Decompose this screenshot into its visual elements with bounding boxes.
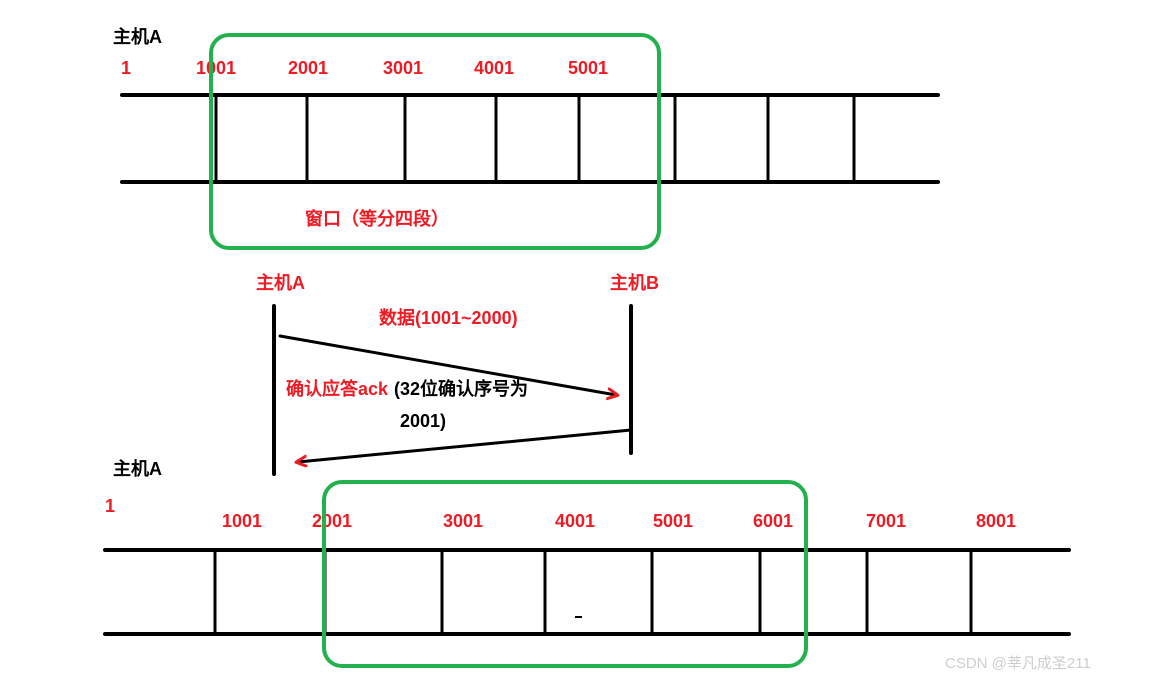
ack-arrow xyxy=(298,430,631,462)
top-seq-label: 5001 xyxy=(568,58,608,78)
bottom-window-rect xyxy=(324,482,806,666)
top-seq-label: 2001 xyxy=(288,58,328,78)
csdn-watermark: CSDN @莘凡成圣211 xyxy=(945,655,1091,672)
ack-label-black-1: (32位确认序号为 xyxy=(394,378,528,399)
bottom-buffer-strip: 主机A 1 1001 2001 3001 4001 5001 6001 7001 8001 xyxy=(105,458,1069,666)
bottom-host-a-label: 主机A xyxy=(113,458,162,479)
bottom-seq-label: 8001 xyxy=(976,511,1016,531)
bottom-seq-label: 5001 xyxy=(653,511,693,531)
ack-label-black-2: 2001) xyxy=(400,411,446,431)
bottom-seq-labels: 1001 2001 3001 4001 5001 6001 7001 8001 xyxy=(222,511,1016,531)
bottom-seq-label: 2001 xyxy=(312,511,352,531)
bottom-seq-1: 1 xyxy=(105,496,115,516)
top-buffer-strip: 主机A 1 1001 2001 3001 4001 5001 窗口（等分四段） xyxy=(113,26,938,248)
bottom-seq-label: 3001 xyxy=(443,511,483,531)
bottom-seq-label: 7001 xyxy=(866,511,906,531)
ack-label-red: 确认应答ack xyxy=(286,378,389,399)
top-host-a-label: 主机A xyxy=(113,26,162,47)
top-seq-labels: 1001 2001 3001 4001 5001 xyxy=(196,58,608,78)
data-segment-label: 数据(1001~2000) xyxy=(379,307,518,328)
top-seq-label: 1001 xyxy=(196,58,236,78)
top-seq-1: 1 xyxy=(121,58,131,78)
message-exchange: 主机A 主机B 数据(1001~2000) 确认应答ack (32位确认序号为 … xyxy=(256,272,659,474)
tcp-sliding-window-diagram: 主机A 1 1001 2001 3001 4001 5001 窗口（等分四段） 主机A … xyxy=(0,0,1160,683)
bottom-seq-label: 1001 xyxy=(222,511,262,531)
bottom-seq-label: 6001 xyxy=(753,511,793,531)
top-strip-dividers xyxy=(216,95,854,182)
exchange-host-a-label: 主机A xyxy=(256,272,305,293)
top-seq-label: 3001 xyxy=(383,58,423,78)
top-seq-label: 4001 xyxy=(474,58,514,78)
bottom-seq-label: 4001 xyxy=(555,511,595,531)
exchange-host-b-label: 主机B xyxy=(610,272,659,293)
window-caption: 窗口（等分四段） xyxy=(305,208,449,229)
bottom-strip-dividers xyxy=(215,550,971,634)
